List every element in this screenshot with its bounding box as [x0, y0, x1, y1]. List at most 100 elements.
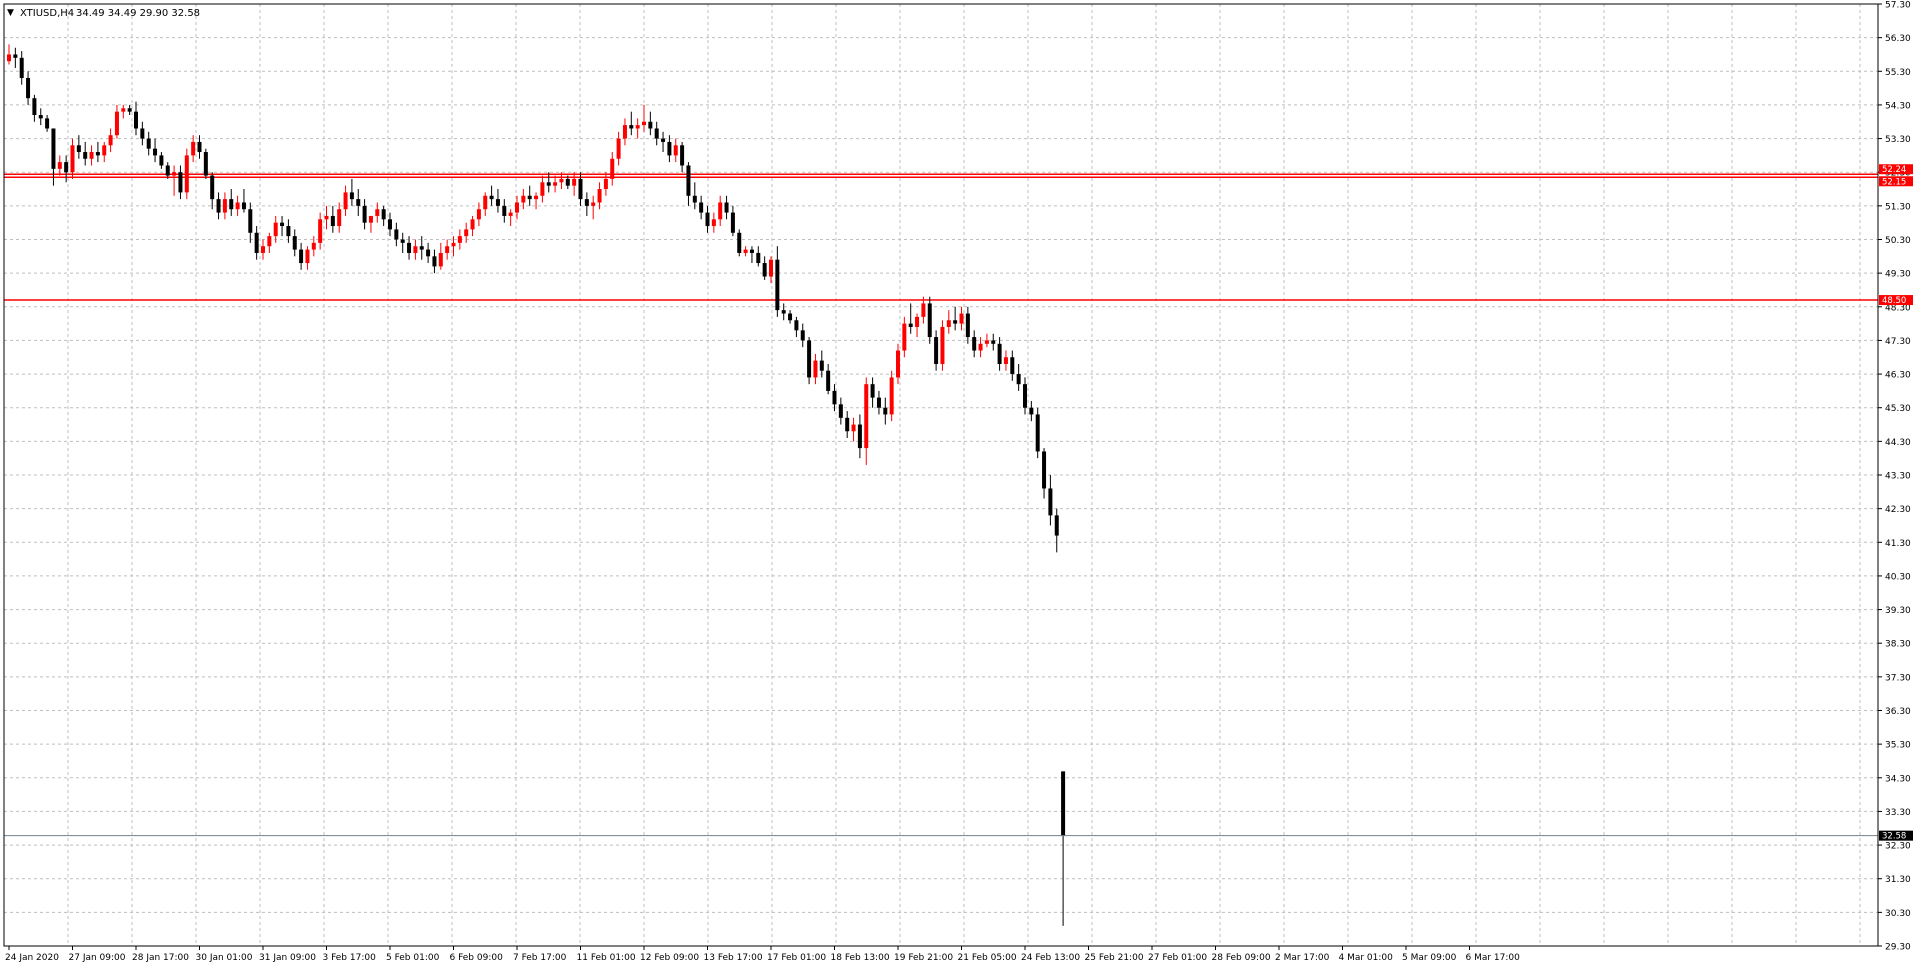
candle-body [965, 313, 970, 338]
candle-body [591, 202, 596, 206]
candle [889, 370, 894, 422]
candle-body [76, 145, 81, 153]
y-tick-label: 43.30 [1885, 472, 1911, 482]
candle-body [95, 152, 100, 156]
candle-body [635, 125, 640, 129]
x-tick-label: 27 Feb 01:00 [1148, 953, 1207, 963]
candle [153, 138, 158, 163]
candle-body [902, 323, 907, 351]
candle-body [172, 172, 177, 176]
candle [711, 212, 716, 233]
candle-body [216, 199, 221, 213]
candle [476, 202, 481, 227]
collapse-triangle-icon[interactable]: ▼ [7, 8, 14, 18]
candle [108, 128, 113, 153]
horizontal-levels[interactable] [4, 173, 1878, 301]
ohlc-readout: 34.49 34.49 29.90 32.58 [76, 8, 200, 19]
candle [64, 155, 69, 183]
candle [978, 337, 983, 358]
y-tick-label: 49.30 [1885, 270, 1911, 280]
candle-body [578, 178, 583, 200]
y-tick-label: 50.30 [1885, 236, 1911, 246]
candle [19, 51, 24, 85]
chart-header: ▼ XTIUSD,H4 34.49 34.49 29.90 32.58 [7, 8, 200, 19]
candle-body [146, 138, 151, 149]
candle-body [89, 152, 94, 159]
candle-body [978, 343, 983, 351]
x-tick-label: 5 Feb 01:00 [386, 953, 440, 963]
candle [95, 141, 100, 163]
candle [680, 141, 685, 173]
candle-body [407, 242, 412, 253]
candle-body [502, 205, 507, 216]
candle [845, 411, 850, 438]
candle [648, 111, 653, 136]
candle [38, 108, 43, 126]
candle-body [241, 202, 246, 210]
candle-body [261, 246, 265, 253]
candle [261, 239, 265, 260]
candle-body [883, 407, 888, 415]
candle-body [153, 148, 158, 156]
x-tick-label: 31 Jan 09:00 [259, 953, 316, 963]
candle-body [838, 404, 843, 418]
candle-body [642, 121, 646, 126]
candle-body [661, 138, 666, 142]
candle-body [330, 215, 335, 227]
candle-body [959, 313, 964, 324]
candle-body [781, 310, 786, 314]
candle [534, 192, 539, 210]
candle-body [83, 152, 88, 159]
candle-body [534, 195, 539, 200]
candle-body [267, 236, 272, 247]
candle-body [565, 178, 570, 186]
candle [280, 215, 285, 237]
x-tick-label: 18 Feb 13:00 [831, 953, 890, 963]
candle-body [1035, 414, 1040, 452]
candle-body [743, 249, 748, 253]
candle-body [1054, 515, 1059, 536]
candle [127, 104, 132, 116]
candle [413, 239, 418, 260]
candle [908, 303, 913, 334]
candle [388, 212, 392, 237]
x-tick-label: 28 Feb 09:00 [1212, 953, 1271, 963]
y-tick-label: 34.30 [1885, 774, 1911, 784]
candle-body [832, 390, 837, 405]
candle [927, 296, 932, 344]
candle [667, 135, 672, 163]
candle-body [375, 209, 380, 216]
candle [826, 363, 831, 395]
candle-body [222, 199, 227, 213]
candle-body [946, 320, 951, 327]
candle [45, 115, 50, 132]
candle [495, 189, 500, 213]
candle [51, 128, 56, 186]
candle [508, 209, 513, 227]
candle-body [280, 222, 285, 227]
candle-body [248, 209, 253, 233]
candle [254, 226, 259, 260]
candle-body [476, 209, 481, 220]
candle-body [318, 219, 323, 243]
candle [241, 189, 246, 213]
candle [572, 172, 577, 196]
candle [902, 316, 907, 358]
x-tick-label: 12 Feb 09:00 [640, 953, 699, 963]
y-tick-label: 39.30 [1885, 606, 1911, 616]
candle [235, 195, 240, 216]
candle [921, 296, 926, 324]
candle [527, 185, 532, 206]
candle-body [178, 172, 183, 193]
candle [775, 246, 780, 317]
candle-body [813, 360, 818, 378]
candle-body [1029, 407, 1034, 415]
candle [432, 249, 437, 274]
candle [210, 172, 215, 210]
candle-body [13, 54, 18, 58]
candle-body [540, 182, 545, 196]
y-tick-label: 47.30 [1885, 337, 1911, 347]
x-tick-label: 2 Mar 17:00 [1275, 953, 1330, 963]
